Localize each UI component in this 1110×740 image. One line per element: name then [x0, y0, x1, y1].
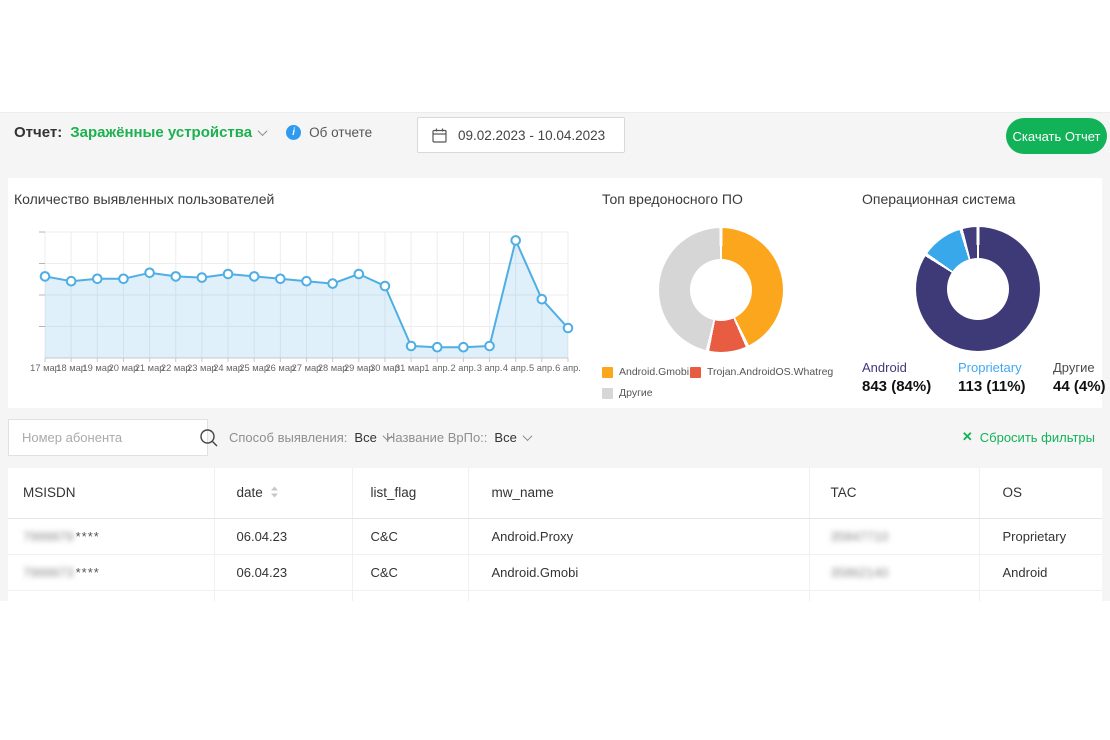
- reset-filters-label: Сбросить фильтры: [980, 430, 1095, 445]
- os-stat-android: Android 843 (84%): [862, 360, 931, 395]
- cell-date: 06.04.23: [214, 518, 352, 554]
- os-stat-label: Android: [862, 360, 931, 375]
- table-header-row: MSISDN date list_flag mw_name TAC OS: [8, 468, 1102, 518]
- os-stat-value: 843 (84%): [862, 378, 931, 395]
- column-header-tac: TAC: [809, 468, 979, 518]
- date-range-value: 09.02.2023 - 10.04.2023: [458, 128, 605, 143]
- cell-tac: 35847710: [809, 518, 979, 554]
- column-header-date-sort[interactable]: date: [214, 468, 352, 518]
- legend-label: Другие: [619, 387, 653, 399]
- column-header-mw-name: mw_name: [468, 468, 809, 518]
- report-selector-row: Отчет: Заражённые устройства i Об отчете: [14, 124, 372, 141]
- chevron-down-icon: [258, 126, 268, 136]
- date-range-picker[interactable]: 09.02.2023 - 10.04.2023: [417, 117, 625, 153]
- info-icon[interactable]: i: [286, 125, 301, 140]
- svg-text:1 апр.: 1 апр.: [424, 363, 450, 373]
- column-header-list-flag: list_flag: [352, 468, 468, 518]
- cell-mw-name: Android.Gmobi: [468, 554, 809, 590]
- calendar-icon: [432, 128, 447, 143]
- os-donut: [916, 227, 1040, 351]
- detection-method-filter[interactable]: Способ выявления: Все: [229, 430, 391, 445]
- results-table-card: MSISDN date list_flag mw_name TAC OS 799…: [8, 468, 1102, 601]
- chevron-down-icon: [522, 431, 532, 441]
- filter-label: Название ВрПо::: [386, 430, 487, 445]
- cell-msisdn: 7999979****: [8, 518, 214, 554]
- cell-mw-name: Android.Proxy: [468, 518, 809, 554]
- download-report-button[interactable]: Скачать Отчет: [1006, 118, 1107, 154]
- os-stat-label: Другие: [1053, 360, 1106, 375]
- legend-item-android-gmobi: Android.Gmobi: [602, 366, 689, 378]
- donut-hole: [690, 259, 752, 321]
- results-table: MSISDN date list_flag mw_name TAC OS 799…: [8, 468, 1102, 601]
- search-icon[interactable]: [198, 427, 220, 449]
- report-label: Отчет:: [14, 124, 62, 141]
- column-header-os: OS: [979, 468, 1102, 518]
- line-chart-svg: 17 мар18 мар19 мар20 мар21 мар22 мар23 м…: [0, 212, 592, 388]
- os-stat-proprietary: Proprietary 113 (11%): [958, 360, 1026, 395]
- svg-text:31 мар.: 31 мар.: [395, 363, 427, 373]
- os-stat-value: 113 (11%): [958, 378, 1026, 395]
- column-header-msisdn: MSISDN: [8, 468, 214, 518]
- table-row: 7999979**** 06.04.23 C&C Android.Proxy 3…: [8, 518, 1102, 554]
- legend-swatch: [602, 367, 613, 378]
- os-stat-value: 44 (4%): [1053, 378, 1106, 395]
- cell-list-flag: C&C: [352, 554, 468, 590]
- infected-devices-report-page: Отчет: Заражённые устройства i Об отчете…: [0, 0, 1110, 740]
- sort-arrows-icon: [271, 486, 278, 498]
- legend-swatch: [690, 367, 701, 378]
- cell-os: Android: [979, 554, 1102, 590]
- report-name-text: Заражённые устройства: [70, 124, 252, 141]
- line-chart-title: Количество выявленных пользователей: [14, 191, 274, 207]
- cell-list-flag: C&C: [352, 518, 468, 554]
- legend-swatch: [602, 388, 613, 399]
- malware-name-filter[interactable]: Название ВрПо:: Все: [386, 430, 531, 445]
- malware-donut-title: Топ вредоносного ПО: [602, 191, 743, 207]
- svg-text:4 апр.: 4 апр.: [503, 363, 529, 373]
- table-row: 7999973**** 06.04.23 C&C Android.Gmobi 3…: [8, 554, 1102, 590]
- donut-hole: [947, 258, 1009, 320]
- filter-value: Все: [354, 430, 376, 445]
- os-stat-others: Другие 44 (4%): [1053, 360, 1106, 395]
- os-donut-title: Операционная система: [862, 191, 1015, 207]
- legend-label: Trojan.AndroidOS.Whatreg: [707, 366, 833, 378]
- svg-text:6 апр.: 6 апр.: [555, 363, 581, 373]
- reset-filters-button[interactable]: ✕ Сбросить фильтры: [962, 429, 1095, 445]
- svg-text:5 апр.: 5 апр.: [529, 363, 555, 373]
- cell-msisdn: 7999973****: [8, 554, 214, 590]
- subscriber-search: [8, 419, 208, 456]
- table-row-partial: [8, 590, 1102, 601]
- svg-text:2 апр.: 2 апр.: [451, 363, 477, 373]
- cell-tac: 35862140: [809, 554, 979, 590]
- svg-text:3 апр.: 3 апр.: [477, 363, 503, 373]
- malware-donut: [659, 228, 783, 352]
- report-name-dropdown[interactable]: Заражённые устройства: [70, 124, 266, 141]
- subscriber-search-input[interactable]: [9, 420, 198, 455]
- legend-item-others: Другие: [602, 387, 653, 399]
- legend-label: Android.Gmobi: [619, 366, 689, 378]
- close-icon: ✕: [962, 429, 973, 445]
- about-report-link[interactable]: Об отчете: [309, 125, 372, 140]
- filter-value: Все: [494, 430, 516, 445]
- cell-date: 06.04.23: [214, 554, 352, 590]
- filter-label: Способ выявления:: [229, 430, 347, 445]
- cell-os: Proprietary: [979, 518, 1102, 554]
- os-stat-label: Proprietary: [958, 360, 1026, 375]
- legend-item-trojan-whatreg: Trojan.AndroidOS.Whatreg: [690, 366, 833, 378]
